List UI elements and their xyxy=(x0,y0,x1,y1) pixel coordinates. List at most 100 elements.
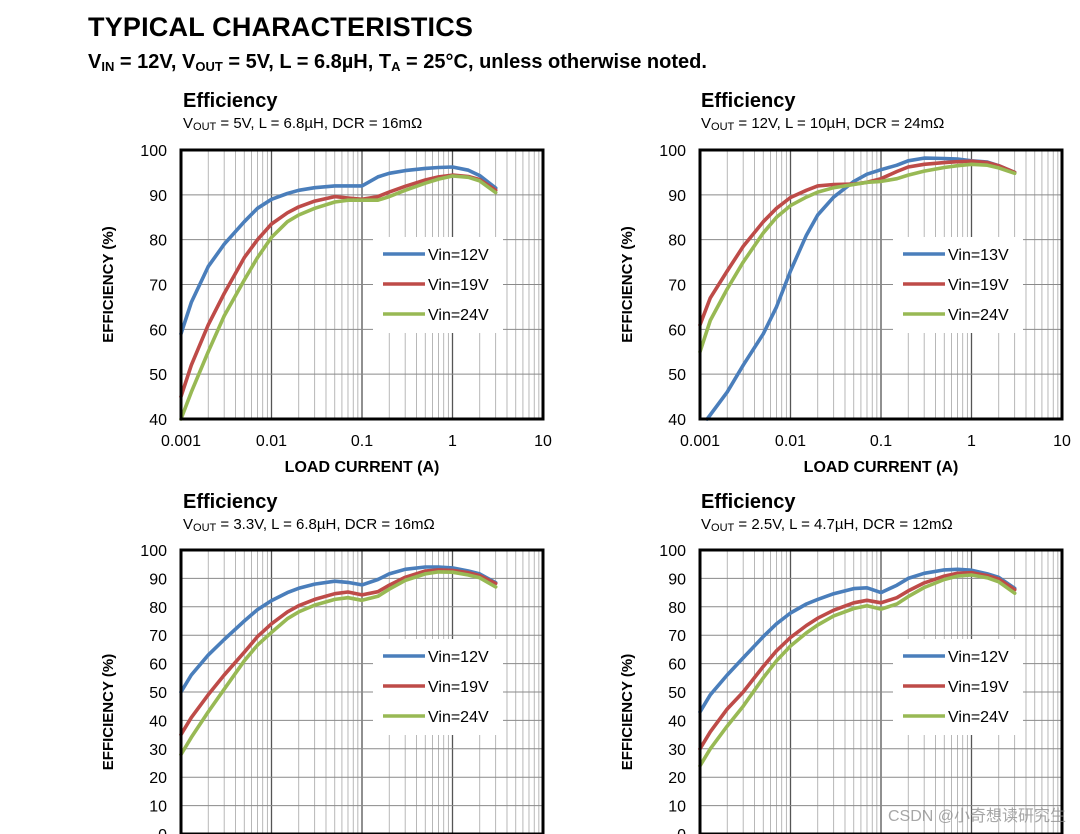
gridlines xyxy=(180,149,544,420)
y-tick-label: 70 xyxy=(149,628,167,645)
page-title: TYPICAL CHARACTERISTICS xyxy=(88,12,474,42)
legend: Vin=13V Vin=19V Vin=24V xyxy=(893,237,1023,333)
plot-frame xyxy=(179,148,545,421)
ta-label: T xyxy=(378,51,392,73)
y-tick-label: 20 xyxy=(149,770,167,787)
y-tick-label: 50 xyxy=(149,685,167,702)
subtitle-params: = 2.5V, L = 4.7µH, DCR = 12mΩ xyxy=(734,516,953,533)
y-axis-label: EFFICIENCY (%) xyxy=(619,226,636,342)
x-axis-label: LOAD CURRENT (A) xyxy=(804,459,959,476)
y-axis-label: EFFICIENCY (%) xyxy=(100,226,117,342)
x-tick-label: 1 xyxy=(967,433,976,450)
series-line xyxy=(698,567,1017,714)
legend-label: Vin=19V xyxy=(428,679,489,696)
legend-label: Vin=24V xyxy=(948,307,1009,324)
chart-title: Efficiency xyxy=(701,491,796,513)
legend-label: Vin=12V xyxy=(428,649,489,666)
chart-title: Efficiency xyxy=(183,90,278,112)
vout-value: = 5V, L = 6.8µH, xyxy=(222,51,379,73)
y-tick-label: 90 xyxy=(668,188,686,205)
legend: Vin=12V Vin=19V Vin=24V xyxy=(893,639,1023,735)
plot-frame xyxy=(698,548,1064,834)
series-line xyxy=(179,174,498,421)
y-tick-label: 70 xyxy=(668,278,686,295)
y-tick-label: 60 xyxy=(668,657,686,674)
series-line xyxy=(179,565,498,694)
legend-label: Vin=19V xyxy=(948,277,1009,294)
x-tick-label: 0.01 xyxy=(256,433,287,450)
subtitle-params: = 5V, L = 6.8µH, DCR = 16mΩ xyxy=(216,115,423,132)
x-tick-label: 10 xyxy=(1053,433,1071,450)
y-tick-label: 20 xyxy=(668,770,686,787)
vout-symbol: V xyxy=(701,115,712,132)
y-tick-label: 50 xyxy=(668,367,686,384)
x-tick-label: 0.01 xyxy=(775,433,806,450)
y-tick-label: 100 xyxy=(140,543,167,560)
legend-label: Vin=13V xyxy=(948,247,1009,264)
vout-subscript: OUT xyxy=(711,121,735,133)
y-tick-label: 50 xyxy=(149,367,167,384)
legend: Vin=12V Vin=19V Vin=24V xyxy=(373,639,503,735)
series-line xyxy=(698,570,1017,751)
test-conditions: VIN = 12V, VOUT = 5V, L = 6.8µH, TA = 25… xyxy=(88,51,707,74)
y-tick-label: 90 xyxy=(149,188,167,205)
chart-subtitle: VOUT = 5V, L = 6.8µH, DCR = 16mΩ xyxy=(183,115,422,133)
chart-subtitle: VOUT = 12V, L = 10µH, DCR = 24mΩ xyxy=(701,115,944,133)
y-tick-label: 10 xyxy=(668,799,686,816)
legend: Vin=12V Vin=19V Vin=24V xyxy=(373,237,503,333)
y-tick-label: 40 xyxy=(149,412,167,429)
legend-label: Vin=24V xyxy=(428,307,489,324)
y-tick-label: 0 xyxy=(158,827,167,834)
legend-label: Vin=19V xyxy=(428,277,489,294)
y-tick-label: 100 xyxy=(659,143,686,160)
vout-symbol: V xyxy=(183,115,194,132)
x-tick-label: 1 xyxy=(448,433,457,450)
vin-label: V xyxy=(88,51,102,73)
y-tick-label: 80 xyxy=(149,600,167,617)
vout-subscript: OUT xyxy=(711,522,735,534)
chart-subtitle: VOUT = 3.3V, L = 6.8µH, DCR = 16mΩ xyxy=(183,516,435,534)
y-tick-label: 80 xyxy=(149,233,167,250)
y-tick-label: 90 xyxy=(668,571,686,588)
legend-label: Vin=24V xyxy=(948,709,1009,726)
vout-subscript: OUT xyxy=(195,59,223,74)
subtitle-params: = 12V, L = 10µH, DCR = 24mΩ xyxy=(734,115,945,132)
y-tick-label: 50 xyxy=(668,685,686,702)
y-tick-label: 80 xyxy=(668,233,686,250)
vout-label: V xyxy=(182,51,196,73)
legend-label: Vin=24V xyxy=(428,709,489,726)
vout-symbol: V xyxy=(701,516,712,533)
chart-title: Efficiency xyxy=(701,90,796,112)
y-tick-label: 30 xyxy=(149,742,167,759)
y-axis-label: EFFICIENCY (%) xyxy=(100,654,117,770)
subtitle-params: = 3.3V, L = 6.8µH, DCR = 16mΩ xyxy=(216,516,435,533)
y-tick-label: 40 xyxy=(149,713,167,730)
y-tick-label: 60 xyxy=(149,322,167,339)
y-tick-label: 60 xyxy=(668,322,686,339)
legend-label: Vin=12V xyxy=(948,649,1009,666)
y-tick-label: 70 xyxy=(149,278,167,295)
y-tick-label: 100 xyxy=(140,143,167,160)
y-tick-label: 60 xyxy=(149,657,167,674)
y-tick-label: 0 xyxy=(677,827,686,834)
y-tick-label: 90 xyxy=(149,571,167,588)
plot-frame xyxy=(179,548,545,834)
series-line xyxy=(179,570,498,757)
y-tick-label: 70 xyxy=(668,628,686,645)
x-tick-label: 0.001 xyxy=(680,433,720,450)
y-tick-label: 10 xyxy=(149,799,167,816)
vin-value: = 12V, xyxy=(114,51,182,73)
ta-subscript: A xyxy=(391,59,401,74)
x-axis-label: LOAD CURRENT (A) xyxy=(285,459,440,476)
y-axis-label: EFFICIENCY (%) xyxy=(619,654,636,770)
legend-label: Vin=12V xyxy=(428,247,489,264)
x-tick-label: 0.1 xyxy=(351,433,373,450)
vin-subscript: IN xyxy=(101,59,115,74)
y-tick-label: 80 xyxy=(668,600,686,617)
series-line xyxy=(179,568,498,737)
chart-subtitle: VOUT = 2.5V, L = 4.7µH, DCR = 12mΩ xyxy=(701,516,953,534)
watermark: CSDN @小奇想读研究生 xyxy=(887,808,1066,825)
